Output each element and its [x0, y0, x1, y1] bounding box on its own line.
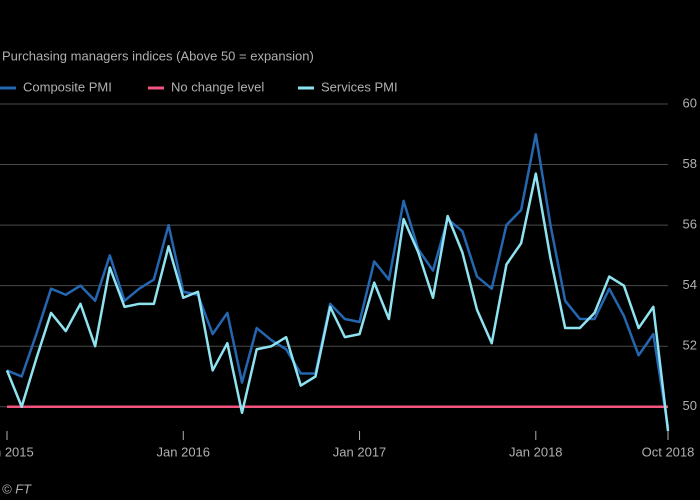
x-tick-label: Jan 2018: [509, 444, 563, 459]
y-tick-label: 56: [683, 217, 697, 232]
x-tick-label: Jan 2016: [157, 444, 211, 459]
y-tick-label: 50: [683, 398, 697, 413]
y-tick-label: 52: [683, 338, 697, 353]
legend-label: Composite PMI: [23, 79, 112, 94]
series-line: [6, 133, 670, 429]
y-tick-label: 54: [683, 277, 697, 292]
x-tick-label: Oct 2018: [642, 444, 695, 459]
legend-label: No change level: [171, 79, 264, 94]
series-line: [5, 172, 670, 432]
chart-title: Purchasing managers indices (Above 50 = …: [2, 48, 314, 63]
x-tick-label: Jan 2017: [333, 444, 387, 459]
y-tick-label: 60: [683, 95, 697, 110]
legend-label: Services PMI: [321, 79, 398, 94]
y-tick-label: 58: [683, 156, 697, 171]
x-tick-label: Jan 2015: [0, 444, 34, 459]
source: © FT: [2, 481, 32, 496]
